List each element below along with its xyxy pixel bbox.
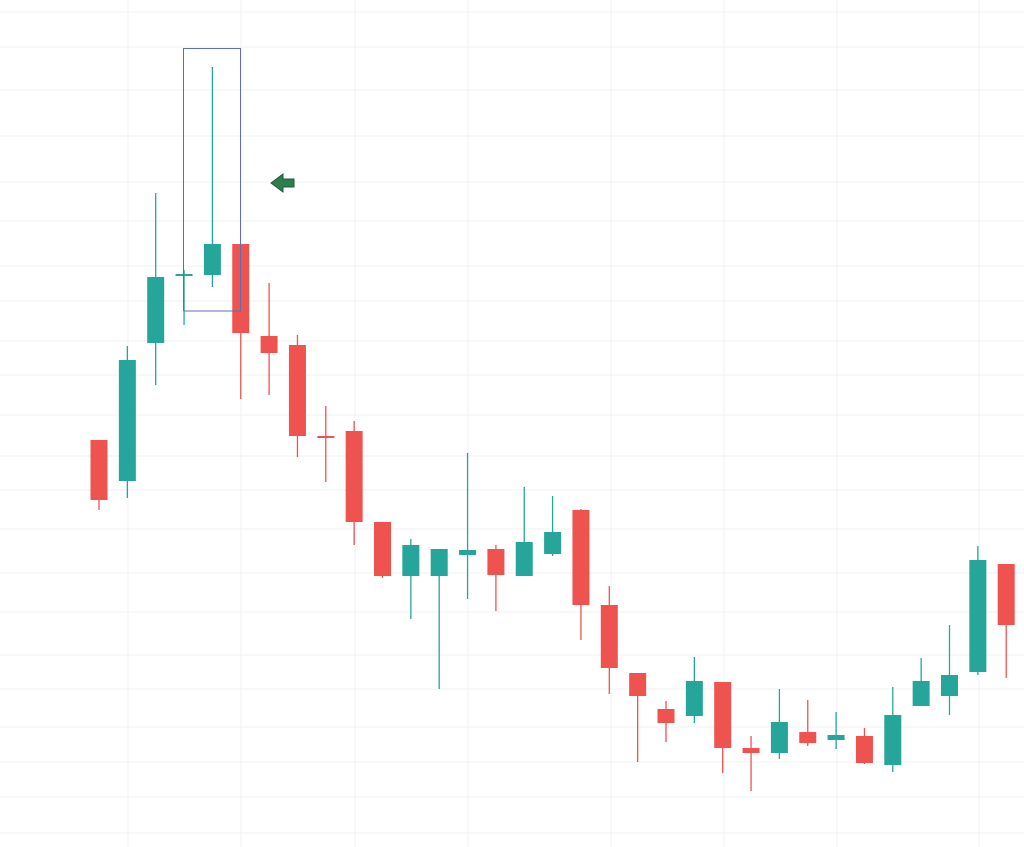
- candle-body: [90, 440, 108, 500]
- candle-body: [459, 550, 477, 555]
- candle-body: [260, 336, 278, 353]
- arrow-marker: [270, 173, 295, 193]
- candles: [90, 67, 1015, 791]
- candle-body: [288, 345, 306, 436]
- candle-body: [374, 522, 391, 576]
- candle-body: [884, 715, 902, 765]
- candle-body: [572, 510, 590, 605]
- candle-body: [997, 564, 1015, 625]
- candle-body: [203, 244, 221, 275]
- candle-body: [600, 605, 618, 668]
- candle-body: [147, 277, 165, 343]
- candle-body: [714, 682, 732, 748]
- candle-body: [118, 360, 136, 481]
- candle-body: [629, 673, 647, 696]
- candle-body: [742, 748, 760, 753]
- candle-body: [175, 274, 193, 276]
- selection-box: [183, 48, 241, 312]
- candle-body: [487, 549, 505, 575]
- candle-body: [855, 736, 873, 763]
- candle-body: [799, 732, 817, 743]
- candle-body: [430, 549, 448, 576]
- candle-body: [515, 542, 533, 576]
- candle-body: [770, 722, 788, 753]
- candle-body: [657, 709, 675, 723]
- candle-body: [345, 431, 363, 522]
- candle-body: [317, 436, 335, 438]
- candle-body: [827, 735, 845, 740]
- candle-body: [544, 532, 562, 554]
- candle-body: [402, 545, 420, 576]
- candle-body: [685, 681, 703, 716]
- candle-body: [912, 681, 930, 706]
- candle-body: [941, 675, 958, 696]
- candle-body: [969, 560, 987, 672]
